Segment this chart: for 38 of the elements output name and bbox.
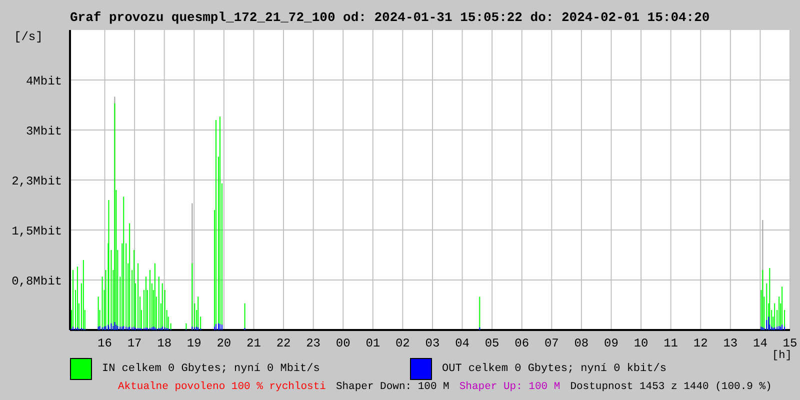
y-tick-label: 2,3Mbit bbox=[12, 174, 62, 188]
x-tick-label: 16 bbox=[98, 336, 112, 351]
x-tick-label: 22 bbox=[276, 336, 291, 351]
y-tick-label: 4Mbit bbox=[26, 74, 62, 88]
x-tick-label: 14 bbox=[753, 336, 768, 351]
x-tick-label: 19 bbox=[186, 336, 202, 351]
chart-title: Graf provozu quesmpl_172_21_72_100 od: 2024-01-31 15:05:22 do: 2024-02-01 15:04:20 bbox=[70, 10, 710, 25]
x-tick-label: 20 bbox=[216, 336, 232, 351]
x-tick-label: 06 bbox=[514, 336, 530, 351]
text: Aktualne povoleno 100 % rychlosti bbox=[118, 381, 326, 393]
text: Shaper Up: 100 M bbox=[459, 381, 560, 393]
y-tick-label: 3Mbit bbox=[26, 124, 62, 138]
x-tick-label: 02 bbox=[395, 336, 410, 351]
x-tick-label: 05 bbox=[484, 336, 500, 351]
y-axis-title: [/s] bbox=[14, 30, 43, 44]
x-tick-label: 09 bbox=[604, 336, 618, 351]
x-tick-label: 18 bbox=[157, 336, 172, 351]
y-tick-label: 1,5Mbit bbox=[12, 224, 62, 238]
x-tick-label: 11 bbox=[664, 336, 678, 351]
x-tick-label: 13 bbox=[723, 336, 738, 351]
x-tick-label: 23 bbox=[306, 336, 321, 351]
text: Shaper Down: 100 M bbox=[336, 381, 450, 393]
x-axis-title: [h] bbox=[772, 350, 792, 362]
x-tick-label: 03 bbox=[425, 336, 440, 351]
x-tick-label: 07 bbox=[544, 336, 559, 351]
text: Dostupnost 1453 z 1440 (100.9 %) bbox=[570, 381, 772, 393]
x-tick-label: 08 bbox=[574, 336, 589, 351]
legend-label: IN celkem 0 Gbytes; nyní 0 Mbit/s bbox=[102, 363, 320, 375]
x-tick-label: 15 bbox=[782, 336, 798, 351]
x-tick-label: 21 bbox=[246, 336, 261, 351]
y-tick-label: 0,8Mbit bbox=[12, 274, 62, 288]
x-tick-label: 04 bbox=[455, 336, 470, 351]
x-tick-label: 12 bbox=[693, 336, 708, 351]
x-tick-label: 00 bbox=[336, 336, 350, 351]
x-tick-label: 01 bbox=[366, 336, 380, 351]
x-tick-label: 17 bbox=[127, 336, 142, 351]
x-tick-label: 10 bbox=[634, 336, 648, 351]
legend-label: OUT celkem 0 Gbytes; nyní 0 kbit/s bbox=[442, 363, 666, 375]
